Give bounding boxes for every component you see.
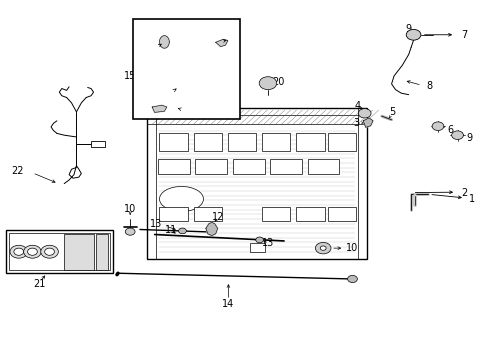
Bar [5, 230, 113, 273]
Text: 14: 14 [222, 299, 235, 309]
Bar [308, 159, 339, 174]
Text: 5: 5 [390, 107, 396, 117]
Circle shape [10, 245, 27, 258]
Circle shape [347, 275, 357, 283]
Bar [96, 234, 108, 270]
Text: 10: 10 [124, 204, 136, 214]
Bar [228, 134, 256, 150]
Text: 1: 1 [468, 194, 475, 204]
Text: 7: 7 [461, 30, 467, 40]
Text: 9: 9 [466, 133, 473, 143]
Circle shape [178, 228, 186, 234]
Bar [328, 207, 356, 221]
Text: 3: 3 [353, 118, 360, 128]
Circle shape [316, 242, 331, 254]
Polygon shape [206, 222, 218, 235]
Text: 8: 8 [427, 81, 433, 91]
Text: 4: 4 [354, 102, 361, 112]
Text: 20: 20 [272, 77, 284, 87]
Bar [296, 207, 325, 221]
Bar [194, 207, 222, 221]
Circle shape [259, 77, 277, 90]
Text: 16: 16 [163, 87, 175, 97]
Circle shape [256, 237, 264, 243]
Circle shape [452, 131, 464, 139]
Text: 15: 15 [124, 71, 136, 81]
Bar [159, 207, 188, 221]
Text: 22: 22 [12, 166, 24, 176]
Bar [158, 159, 190, 174]
Circle shape [125, 228, 135, 235]
Circle shape [45, 248, 54, 255]
Text: 12: 12 [212, 212, 224, 221]
Circle shape [320, 246, 326, 250]
Bar [328, 134, 356, 150]
Bar [250, 243, 265, 252]
Text: 11: 11 [165, 225, 177, 235]
Bar [195, 159, 227, 174]
Bar [233, 159, 265, 174]
Circle shape [41, 245, 58, 258]
Polygon shape [160, 36, 170, 48]
Text: 18: 18 [227, 33, 240, 43]
Text: 17: 17 [150, 43, 162, 53]
Bar [296, 134, 325, 150]
Text: 2: 2 [461, 188, 467, 198]
Bar [91, 141, 105, 147]
Text: 6: 6 [447, 125, 453, 135]
Text: 10: 10 [346, 243, 359, 253]
Circle shape [406, 30, 421, 40]
Circle shape [358, 109, 371, 118]
Bar [262, 134, 291, 150]
Ellipse shape [159, 186, 203, 212]
Bar [262, 207, 291, 221]
Bar [64, 234, 94, 270]
Text: 21: 21 [34, 279, 46, 289]
Bar [270, 159, 302, 174]
Circle shape [432, 122, 444, 131]
Bar [133, 19, 240, 119]
Text: 9: 9 [406, 24, 412, 35]
Text: 13: 13 [150, 220, 162, 229]
Polygon shape [363, 118, 373, 127]
Polygon shape [216, 40, 228, 46]
Circle shape [27, 248, 37, 255]
Bar [147, 108, 367, 259]
Circle shape [14, 248, 24, 255]
Text: 13: 13 [262, 238, 274, 248]
Bar [159, 134, 188, 150]
Bar [8, 233, 110, 270]
Polygon shape [152, 105, 167, 112]
Bar [194, 134, 222, 150]
Text: 19: 19 [179, 106, 191, 116]
Circle shape [24, 245, 41, 258]
